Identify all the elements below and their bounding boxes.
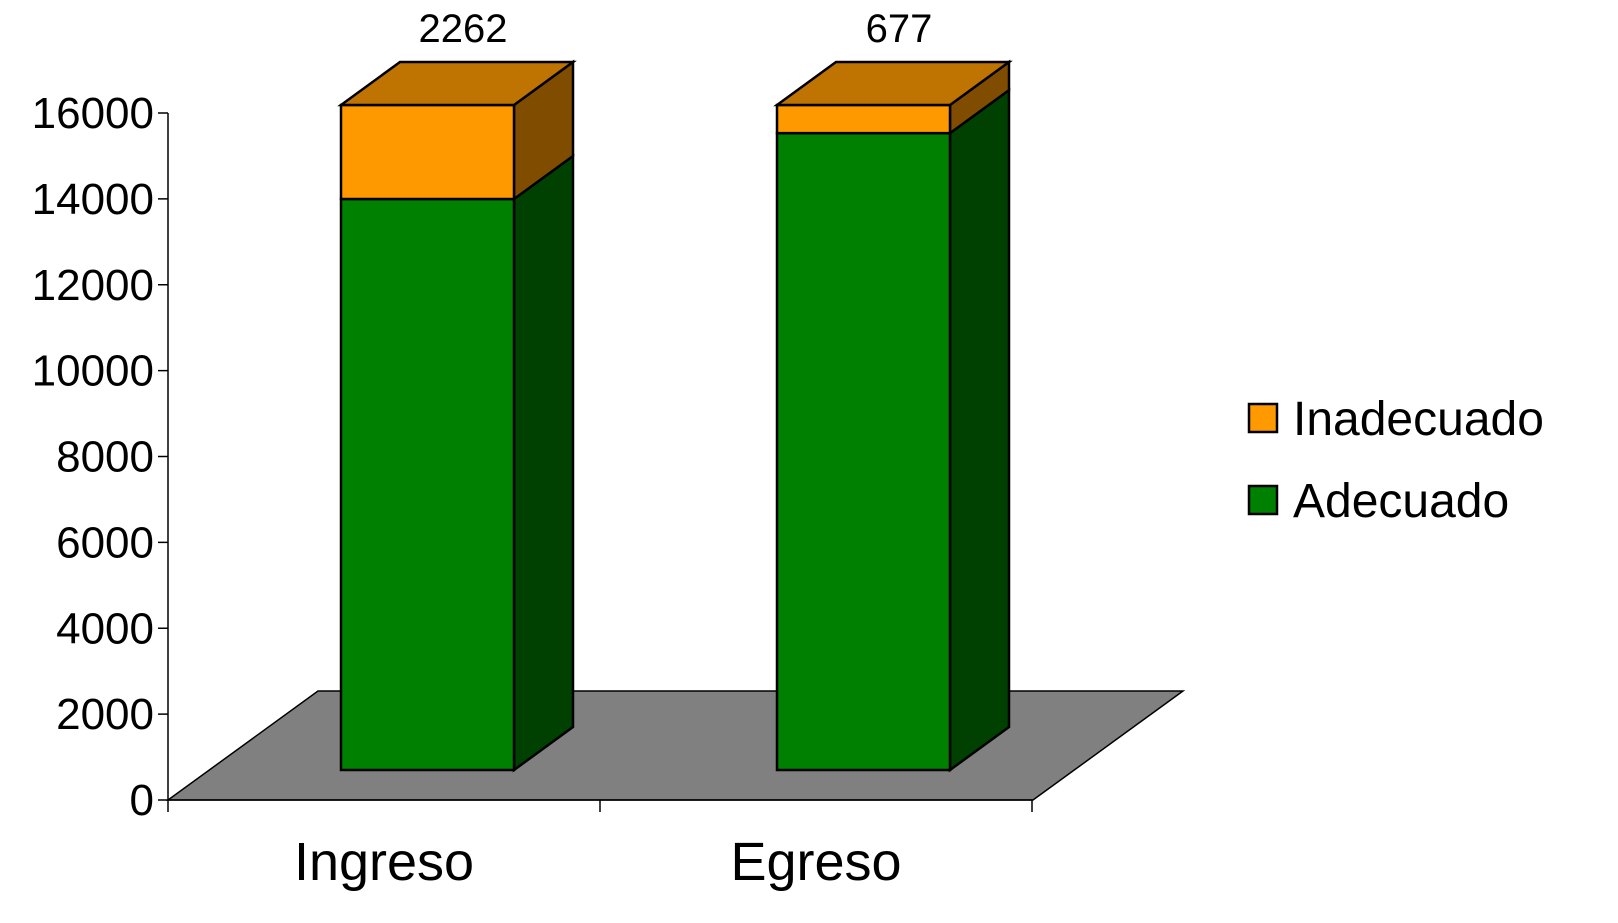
y-tick-label: 10000 xyxy=(32,347,154,396)
y-tick-label: 8000 xyxy=(56,433,154,482)
y-tick-label: 14000 xyxy=(32,175,154,224)
legend-label: Adecuado xyxy=(1293,475,1509,528)
data-label: 2262 xyxy=(419,7,508,51)
x-tick-label: Ingreso xyxy=(294,832,474,892)
legend-swatch xyxy=(1247,484,1279,516)
y-tick-label: 12000 xyxy=(32,261,154,310)
y-tick-label: 16000 xyxy=(32,89,154,138)
legend-item-adecuado: Adecuado xyxy=(1247,475,1509,528)
bar-segment-inadecuado xyxy=(337,59,577,202)
bar-segment-inadecuado xyxy=(773,59,1013,136)
bar-segment-adecuado xyxy=(339,153,575,773)
bar-segment-adecuado xyxy=(775,87,1011,773)
legend-item-inadecuado: Inadecuado xyxy=(1247,393,1544,446)
legend-label: Inadecuado xyxy=(1293,393,1544,446)
y-tick-label: 6000 xyxy=(56,518,154,567)
bar-stack-ingreso xyxy=(337,59,577,773)
data-label: 677 xyxy=(866,7,933,51)
y-tick-label: 4000 xyxy=(56,604,154,653)
bar-stack-egreso xyxy=(773,59,1013,773)
legend-swatch xyxy=(1247,402,1279,434)
y-tick-label: 0 xyxy=(130,776,154,825)
y-tick-label: 2000 xyxy=(56,690,154,739)
chart-floor xyxy=(165,690,1186,801)
x-tick-label: Egreso xyxy=(730,832,901,892)
